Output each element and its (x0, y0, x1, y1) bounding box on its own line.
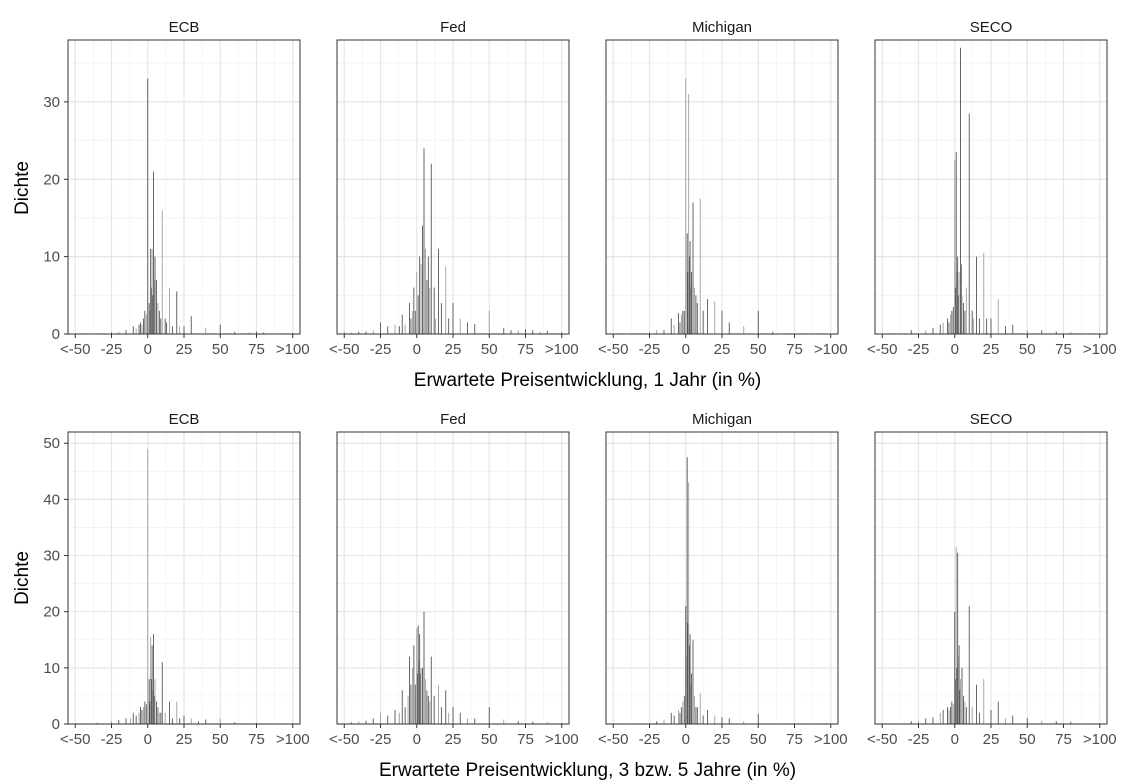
panel-seco: SECO <-50 -25 0 25 50 75 >100 (867, 411, 1117, 748)
x-tick-label: 0 (413, 341, 421, 358)
x-tick-label: 25 (445, 731, 462, 748)
x-tick-label: -25 (101, 341, 123, 358)
x-tick-label: 50 (212, 341, 229, 358)
x-tick-label: 25 (445, 341, 462, 358)
x-tick-label: -25 (370, 731, 392, 748)
x-tick-label: >100 (1083, 731, 1117, 748)
panel-title: SECO (970, 411, 1013, 428)
x-tick-label: 75 (248, 731, 265, 748)
panel-title: ECB (169, 19, 200, 36)
panel-title: SECO (970, 19, 1013, 36)
x-tick-label: >100 (1083, 341, 1117, 358)
x-tick-label: 50 (481, 731, 498, 748)
chart-row-2: Dichte Erwartete Preisentwicklung, 3 bzw.… (12, 411, 1117, 780)
x-tick-label: 0 (682, 341, 690, 358)
x-tick-label: 0 (144, 731, 152, 748)
x-tick-label: >100 (814, 341, 848, 358)
x-tick-label: -25 (370, 341, 392, 358)
x-tick-label: 25 (176, 341, 193, 358)
y-axis-title: Dichte (12, 161, 33, 215)
x-tick-label: 50 (481, 341, 498, 358)
x-tick-label: 75 (786, 341, 803, 358)
x-axis-title: Erwartete Preisentwicklung, 3 bzw. 5 Jah… (379, 760, 796, 780)
x-tick-label: -25 (639, 341, 661, 358)
x-tick-label: 50 (750, 341, 767, 358)
panel-title: ECB (169, 411, 200, 428)
x-tick-label: 50 (1019, 731, 1036, 748)
x-tick-label: 75 (1055, 341, 1072, 358)
x-tick-label: <-50 (598, 731, 628, 748)
x-tick-label: >100 (545, 341, 579, 358)
x-tick-label: 75 (517, 731, 534, 748)
x-tick-label: <-50 (867, 341, 897, 358)
x-axis-title: Erwartete Preisentwicklung, 1 Jahr (in %… (414, 370, 761, 391)
y-tick-label: 10 (43, 249, 60, 266)
x-tick-label: 75 (786, 731, 803, 748)
x-tick-label: <-50 (329, 341, 359, 358)
panel-title: Fed (440, 411, 466, 428)
x-tick-label: >100 (545, 731, 579, 748)
x-tick-label: 0 (413, 731, 421, 748)
panel-title: Michigan (692, 19, 752, 36)
y-tick-label: 40 (43, 491, 60, 508)
panel-fed: Fed <-50 -25 0 25 50 75 >100 (329, 19, 579, 358)
x-tick-label: 0 (951, 341, 959, 358)
x-tick-label: 75 (1055, 731, 1072, 748)
panel-seco: SECO <-50 -25 0 25 50 75 >100 (867, 19, 1117, 358)
x-tick-label: -25 (908, 731, 930, 748)
x-tick-label: >100 (814, 731, 848, 748)
y-axis-title: Dichte (12, 551, 33, 605)
x-tick-label: <-50 (867, 731, 897, 748)
chart-row-1: Dichte Erwartete Preisentwicklung, 1 Jahr… (12, 19, 1117, 391)
y-tick-label: 30 (43, 94, 60, 111)
x-tick-label: 25 (983, 341, 1000, 358)
x-tick-label: -25 (908, 341, 930, 358)
x-tick-label: 75 (517, 341, 534, 358)
y-tick-label: 20 (43, 604, 60, 621)
x-tick-label: 75 (248, 341, 265, 358)
panel-title: Fed (440, 19, 466, 36)
x-tick-label: <-50 (60, 341, 90, 358)
x-tick-label: 0 (144, 341, 152, 358)
x-tick-label: >100 (276, 341, 310, 358)
y-tick-label: 50 (43, 435, 60, 452)
panel-ecb: ECB <-50 -25 0 25 50 75 >100 0 10 20 30 (43, 19, 309, 358)
x-tick-label: 0 (682, 731, 690, 748)
x-tick-label: 0 (951, 731, 959, 748)
y-tick-label: 10 (43, 660, 60, 677)
y-tick-label: 0 (52, 716, 60, 733)
x-tick-label: -25 (101, 731, 123, 748)
panel-ecb: ECB <-50 -25 0 25 50 75 >100 0 10 20 30 40 50 (43, 411, 309, 748)
x-tick-label: <-50 (329, 731, 359, 748)
x-tick-label: 50 (750, 731, 767, 748)
x-tick-label: 25 (176, 731, 193, 748)
panel-michigan: Michigan <-50 -25 0 25 50 75 >100 (598, 411, 848, 748)
panel-title: Michigan (692, 411, 752, 428)
y-tick-label: 20 (43, 171, 60, 188)
x-tick-label: 50 (1019, 341, 1036, 358)
panel-michigan: Michigan <-50 -25 0 25 50 75 >100 (598, 19, 848, 358)
x-tick-label: -25 (639, 731, 661, 748)
y-tick-label: 0 (52, 326, 60, 343)
x-tick-label: 25 (983, 731, 1000, 748)
x-tick-label: 25 (714, 341, 731, 358)
x-tick-label: 25 (714, 731, 731, 748)
x-tick-label: 50 (212, 731, 229, 748)
x-tick-label: >100 (276, 731, 310, 748)
y-tick-label: 30 (43, 548, 60, 565)
panel-fed: Fed <-50 -25 0 25 50 75 >100 (329, 411, 579, 748)
x-tick-label: <-50 (60, 731, 90, 748)
x-tick-label: <-50 (598, 341, 628, 358)
